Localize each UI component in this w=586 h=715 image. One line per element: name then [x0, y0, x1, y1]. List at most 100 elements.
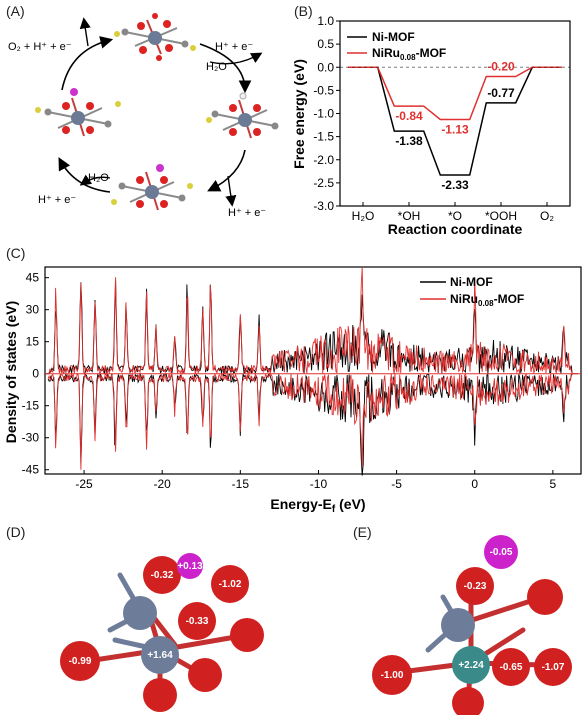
- y-tick-label-c-4: -15: [22, 399, 40, 413]
- release-arrow-top-right: [209, 52, 263, 65]
- y-tick-label-b-7: -2.5: [313, 176, 334, 190]
- atom-e-label-5: -1.07: [542, 662, 565, 673]
- panel-d-label: (D): [6, 524, 25, 540]
- y-tick-label-b-3: -0.5: [313, 83, 334, 97]
- x-axis-title-c: Energy-Ef (eV): [270, 496, 365, 515]
- atom-e-o-far-right: [534, 648, 572, 686]
- atom-e-ru-center: [452, 646, 490, 684]
- x-tick-label-c-0: -25: [75, 477, 93, 491]
- x-tick-label-b-0: H₂O: [352, 209, 375, 223]
- series-line-c-0: [47, 280, 578, 476]
- y-tick-label-c-1: 30: [26, 303, 40, 317]
- x-tick-label-b-4: O₂: [540, 209, 554, 223]
- cycle-arrow-top-left: [61, 36, 114, 91]
- panel-d-structure: (D) -0.32 +0.13 -1.02 -0.33 -0.99 +1.64: [6, 524, 264, 712]
- data-label-b-ni-0: -1.38: [395, 134, 423, 148]
- cycle-label-top-right-water: H₂O: [206, 61, 227, 73]
- legend-c-ni-label: Ni-MOF: [450, 275, 493, 289]
- atom-e-o-right: [527, 579, 563, 615]
- atom-e-ni-upper: [441, 608, 475, 642]
- data-label-b-ru-1: -1.13: [441, 123, 469, 137]
- molecule-bottom: [111, 164, 193, 211]
- series-line-b-0: [348, 66, 562, 176]
- cycle-label-bottom-right: H⁺ + e⁻: [228, 207, 266, 219]
- y-tick-label-b-0: 1.0: [317, 14, 334, 28]
- atom-d-ni-center: [141, 636, 179, 674]
- y-tick-label-c-6: -45: [22, 463, 40, 477]
- data-label-b-ru-2: -0.20: [487, 60, 515, 74]
- y-tick-label-c-2: 15: [26, 335, 40, 349]
- input-arrow-bottom-right: [225, 175, 237, 207]
- y-tick-label-b-6: -2.0: [313, 153, 334, 167]
- cycle-label-bottom-left-water: H₂O: [88, 172, 109, 184]
- x-tick-label-c-3: -10: [310, 477, 328, 491]
- atom-d-label-5: +1.64: [147, 650, 173, 661]
- panel-c-label: (C): [6, 245, 25, 261]
- cycle-arrow-bottom-right: [207, 149, 246, 192]
- legend-b-ru-label: NiRu0.08-MOF: [372, 46, 446, 62]
- x-tick-label-c-2: -15: [232, 477, 250, 491]
- atom-d-o-bottom: [143, 678, 177, 712]
- x-tick-label-b-1: *OH: [398, 209, 421, 223]
- molecule-top: [114, 13, 196, 61]
- y-tick-label-c-0: 45: [26, 271, 40, 285]
- y-tick-label-b-1: 0.5: [317, 37, 334, 51]
- atom-e-magenta: [484, 535, 518, 569]
- atom-d-label-1: +0.13: [177, 561, 203, 572]
- cycle-label-top-left: O₂ + H⁺ + e⁻: [8, 41, 72, 53]
- x-tick-label-b-3: *OOH: [485, 209, 517, 223]
- release-arrow-top-left: [79, 17, 91, 47]
- data-label-b-ni-1: -2.33: [441, 178, 469, 192]
- legend-c-ru-label: NiRu0.08-MOF: [450, 292, 524, 308]
- atom-d-ni-upper: [123, 596, 157, 630]
- panel-a: (A) O₂ + H⁺ + e⁻ H⁺ + e⁻ H₂O H₂O H⁺ + e⁻…: [6, 3, 279, 219]
- atom-d-o-lower-right: [188, 658, 222, 692]
- y-tick-label-b-5: -1.5: [313, 130, 334, 144]
- data-label-b-ru-0: -0.84: [395, 109, 423, 123]
- panel-a-label: (A): [6, 3, 25, 19]
- panel-c-dos-chart: (C) 45 30 15 0 -15 -30 -45 -25 -20 -15 -10 -5 0 5 De…: [3, 245, 582, 515]
- legend-b: Ni-MOF NiRu0.08-MOF: [347, 30, 446, 62]
- panel-e-label: (E): [353, 524, 372, 540]
- data-label-b-ni-2: -0.77: [487, 86, 515, 100]
- atom-d-label-3: -0.33: [186, 616, 209, 627]
- x-tick-label-b-2: *O: [448, 209, 462, 223]
- atom-d-label-0: -0.32: [151, 570, 174, 581]
- plot-frame-c: [44, 266, 582, 475]
- atom-e-label-4: -0.65: [500, 662, 523, 673]
- molecule-right: [206, 92, 279, 139]
- y-tick-label-c-3: 0: [32, 367, 39, 381]
- atom-e-label-0: -0.05: [490, 547, 513, 558]
- panel-b-free-energy-chart: (B) 1.0 0.5 0.0 -0.5 -1.0 -1.5 -2.0 -2.5 -3.0 H₂…: [291, 3, 571, 237]
- atom-e-label-1: -0.23: [464, 581, 487, 592]
- x-tick-label-c-4: -5: [391, 477, 402, 491]
- y-axis-title-b: Free energy (eV): [291, 59, 307, 169]
- atom-e-label-2: -1.00: [381, 670, 404, 681]
- series-line-b-1: [348, 66, 562, 121]
- atom-d-label-2: -1.02: [219, 579, 242, 590]
- cycle-label-top-right: H⁺ + e⁻: [215, 41, 253, 53]
- panel-e-structure: (E) -0.05 -0.23 -1.00 -0.65 -1.07 +2.24: [353, 524, 572, 715]
- x-tick-label-c-5: 0: [471, 477, 478, 491]
- atom-d-o-right: [211, 565, 249, 603]
- atom-e-o-bottom: [452, 687, 484, 715]
- y-axis-title-c: Density of states (eV): [3, 301, 19, 443]
- atom-d-o-far-right: [230, 618, 264, 652]
- atom-d-o-mid: [178, 602, 216, 640]
- legend-b-ni-label: Ni-MOF: [372, 30, 415, 44]
- atom-d-magenta: [177, 553, 203, 579]
- input-arrow-bottom-left: [79, 174, 111, 186]
- y-tick-label-b-4: -1.0: [313, 107, 334, 121]
- atom-e-o-top: [456, 567, 494, 605]
- atom-d-label-4: -0.99: [69, 656, 92, 667]
- y-tick-label-b-2: 0.0: [317, 60, 334, 74]
- atom-e-label-3: +2.24: [458, 660, 484, 671]
- y-tick-label-b-8: -3.0: [313, 199, 334, 213]
- x-tick-label-c-1: -20: [154, 477, 172, 491]
- atom-d-o-top: [143, 556, 181, 594]
- atom-e-o-lower-right: [492, 648, 530, 686]
- x-tick-label-c-6: 5: [550, 477, 557, 491]
- legend-c: Ni-MOF NiRu0.08-MOF: [420, 275, 524, 308]
- y-tick-label-c-5: -30: [22, 431, 40, 445]
- atom-d-o-left: [60, 641, 100, 681]
